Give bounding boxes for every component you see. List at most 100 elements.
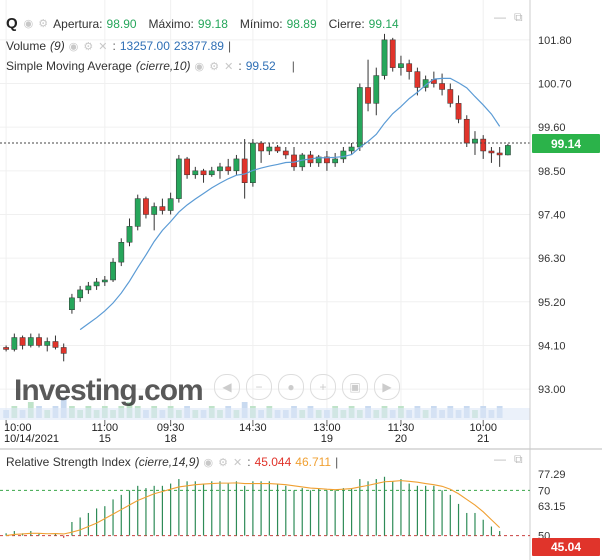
price-tick-label: 94.10 (538, 340, 566, 352)
candle-body (282, 150, 289, 156)
zoom-in-button[interactable]: + (310, 374, 336, 400)
reset-button[interactable]: ● (278, 374, 304, 400)
candle-body (175, 158, 182, 199)
price-axis[interactable]: 101.80 100.70 99.60 98.50 97.40 96.30 95.20 94.… (538, 35, 572, 396)
date-tick-label: 20 (395, 433, 407, 445)
rsi-grid (0, 489, 530, 537)
low-value: 98.89 (286, 16, 317, 31)
open-value: 98.90 (106, 16, 137, 31)
rsi-label: Relative Strength Index (6, 455, 131, 469)
low-label: Mínimo: (239, 16, 283, 31)
watermark: Investing.com (14, 374, 204, 408)
price-tick-label: 98.50 (538, 166, 566, 178)
candle-body (373, 75, 380, 104)
ohlc-legend: Q ◉ ⚙ Apertura: 98.90 Máximo: 99.18 Míni… (6, 15, 399, 32)
zoom-out-button[interactable]: − (246, 374, 272, 400)
rsi-fullscreen-icon[interactable]: ⧉ (514, 452, 523, 466)
sma-line (79, 77, 501, 331)
candle-body (60, 347, 67, 354)
candle-body (134, 198, 141, 227)
minimize-icon[interactable]: — (494, 10, 506, 24)
camera-button[interactable]: ▣ (342, 374, 368, 400)
chevron-left-icon: ◀ (222, 380, 232, 394)
candle-body (126, 226, 133, 243)
candle-body (241, 158, 248, 183)
candle-body (217, 166, 223, 172)
candle-body (291, 154, 297, 168)
candle-body (381, 39, 388, 76)
candle-body (414, 71, 421, 88)
price-tick-label: 101.80 (538, 35, 572, 47)
candle-body (52, 341, 59, 348)
candle-body (332, 158, 339, 164)
candle-body (27, 337, 34, 346)
chevron-right-icon: ▶ (382, 380, 392, 394)
fullscreen-icon[interactable]: ⧉ (514, 10, 523, 24)
candle-body (356, 87, 363, 148)
rsi-colon: : (247, 455, 251, 469)
sma-legend: Simple Moving Average (cierre,10) ◉ ⚙ ✕ … (6, 59, 295, 73)
candle-body (118, 242, 125, 263)
date-tick-label: 15 (99, 433, 111, 445)
date-tick-label: 21 (477, 433, 489, 445)
time-tick-label: 11:30 (388, 422, 415, 434)
volume-bars (0, 398, 530, 420)
close-value: 99.14 (368, 16, 399, 31)
candle-body (348, 146, 355, 152)
candle-body (315, 156, 322, 164)
main-grid (0, 0, 530, 420)
rsi-tick-label: 63.15 (538, 501, 566, 513)
candle-body (110, 261, 116, 281)
scroll-left-button[interactable]: ◀ (214, 374, 240, 400)
rsi-value-1: 45.044 (254, 455, 292, 469)
candle-body (258, 142, 264, 152)
candle-body (447, 89, 454, 104)
candle-body (340, 150, 347, 160)
time-tick-label: 14:30 (239, 422, 267, 434)
price-tag: 99.14 (551, 137, 581, 151)
candle-body (398, 63, 404, 68)
settings-icon[interactable]: ⚙ (38, 18, 50, 30)
candle-body (365, 87, 371, 104)
price-tick-label: 99.60 (538, 122, 566, 134)
rsi-legend: Relative Strength Index (cierre,14,9) ◉ … (6, 455, 338, 469)
zoom-in-icon: + (319, 380, 327, 394)
candle-body (488, 150, 495, 154)
candle-body (159, 206, 166, 211)
candle-body (36, 337, 42, 346)
rsi-param: (cierre,14,9) (134, 455, 200, 469)
volume-visibility-icon[interactable]: ◉ ⚙ ✕ (68, 40, 109, 53)
candle-body (472, 138, 478, 144)
candle-body (200, 170, 207, 176)
candle-body (389, 39, 396, 68)
close-label: Cierre: (328, 16, 365, 31)
time-tick-label: 10:00 (469, 422, 497, 434)
visibility-icon[interactable]: ◉ (23, 18, 35, 30)
rsi-minimize-icon[interactable]: — (494, 452, 506, 466)
candle-body (250, 142, 256, 183)
rsi-tick-label: 70 (538, 485, 550, 497)
time-tick-label: 10:00 (4, 422, 32, 434)
watermark-text: Investing.com (14, 374, 204, 407)
candle-body (225, 166, 232, 172)
nav-controls: ◀ − ● + ▣ ▶ (214, 374, 400, 400)
sma-value: 99.52 (245, 59, 276, 73)
date-tick-label: 18 (165, 433, 177, 445)
sma-bar: | (291, 59, 295, 73)
sma-colon: : (238, 59, 242, 73)
rsi-visibility-icon[interactable]: ◉ ⚙ ✕ (203, 456, 244, 469)
header-expand[interactable]: — ⧉ (494, 10, 523, 25)
rsi-bar: | (335, 455, 339, 469)
candle-body (463, 118, 470, 144)
date-tick-label: 10/14/2021 (4, 433, 59, 445)
candle-body (19, 337, 26, 346)
sma-visibility-icon[interactable]: ◉ ⚙ ✕ (194, 60, 235, 73)
rsi-tick-label: 77.29 (538, 469, 566, 481)
candle-body (167, 198, 174, 211)
rsi-expand[interactable]: — ⧉ (494, 452, 523, 467)
symbol: Q (6, 15, 18, 32)
scroll-right-button[interactable]: ▶ (374, 374, 400, 400)
candle-body (11, 337, 18, 350)
